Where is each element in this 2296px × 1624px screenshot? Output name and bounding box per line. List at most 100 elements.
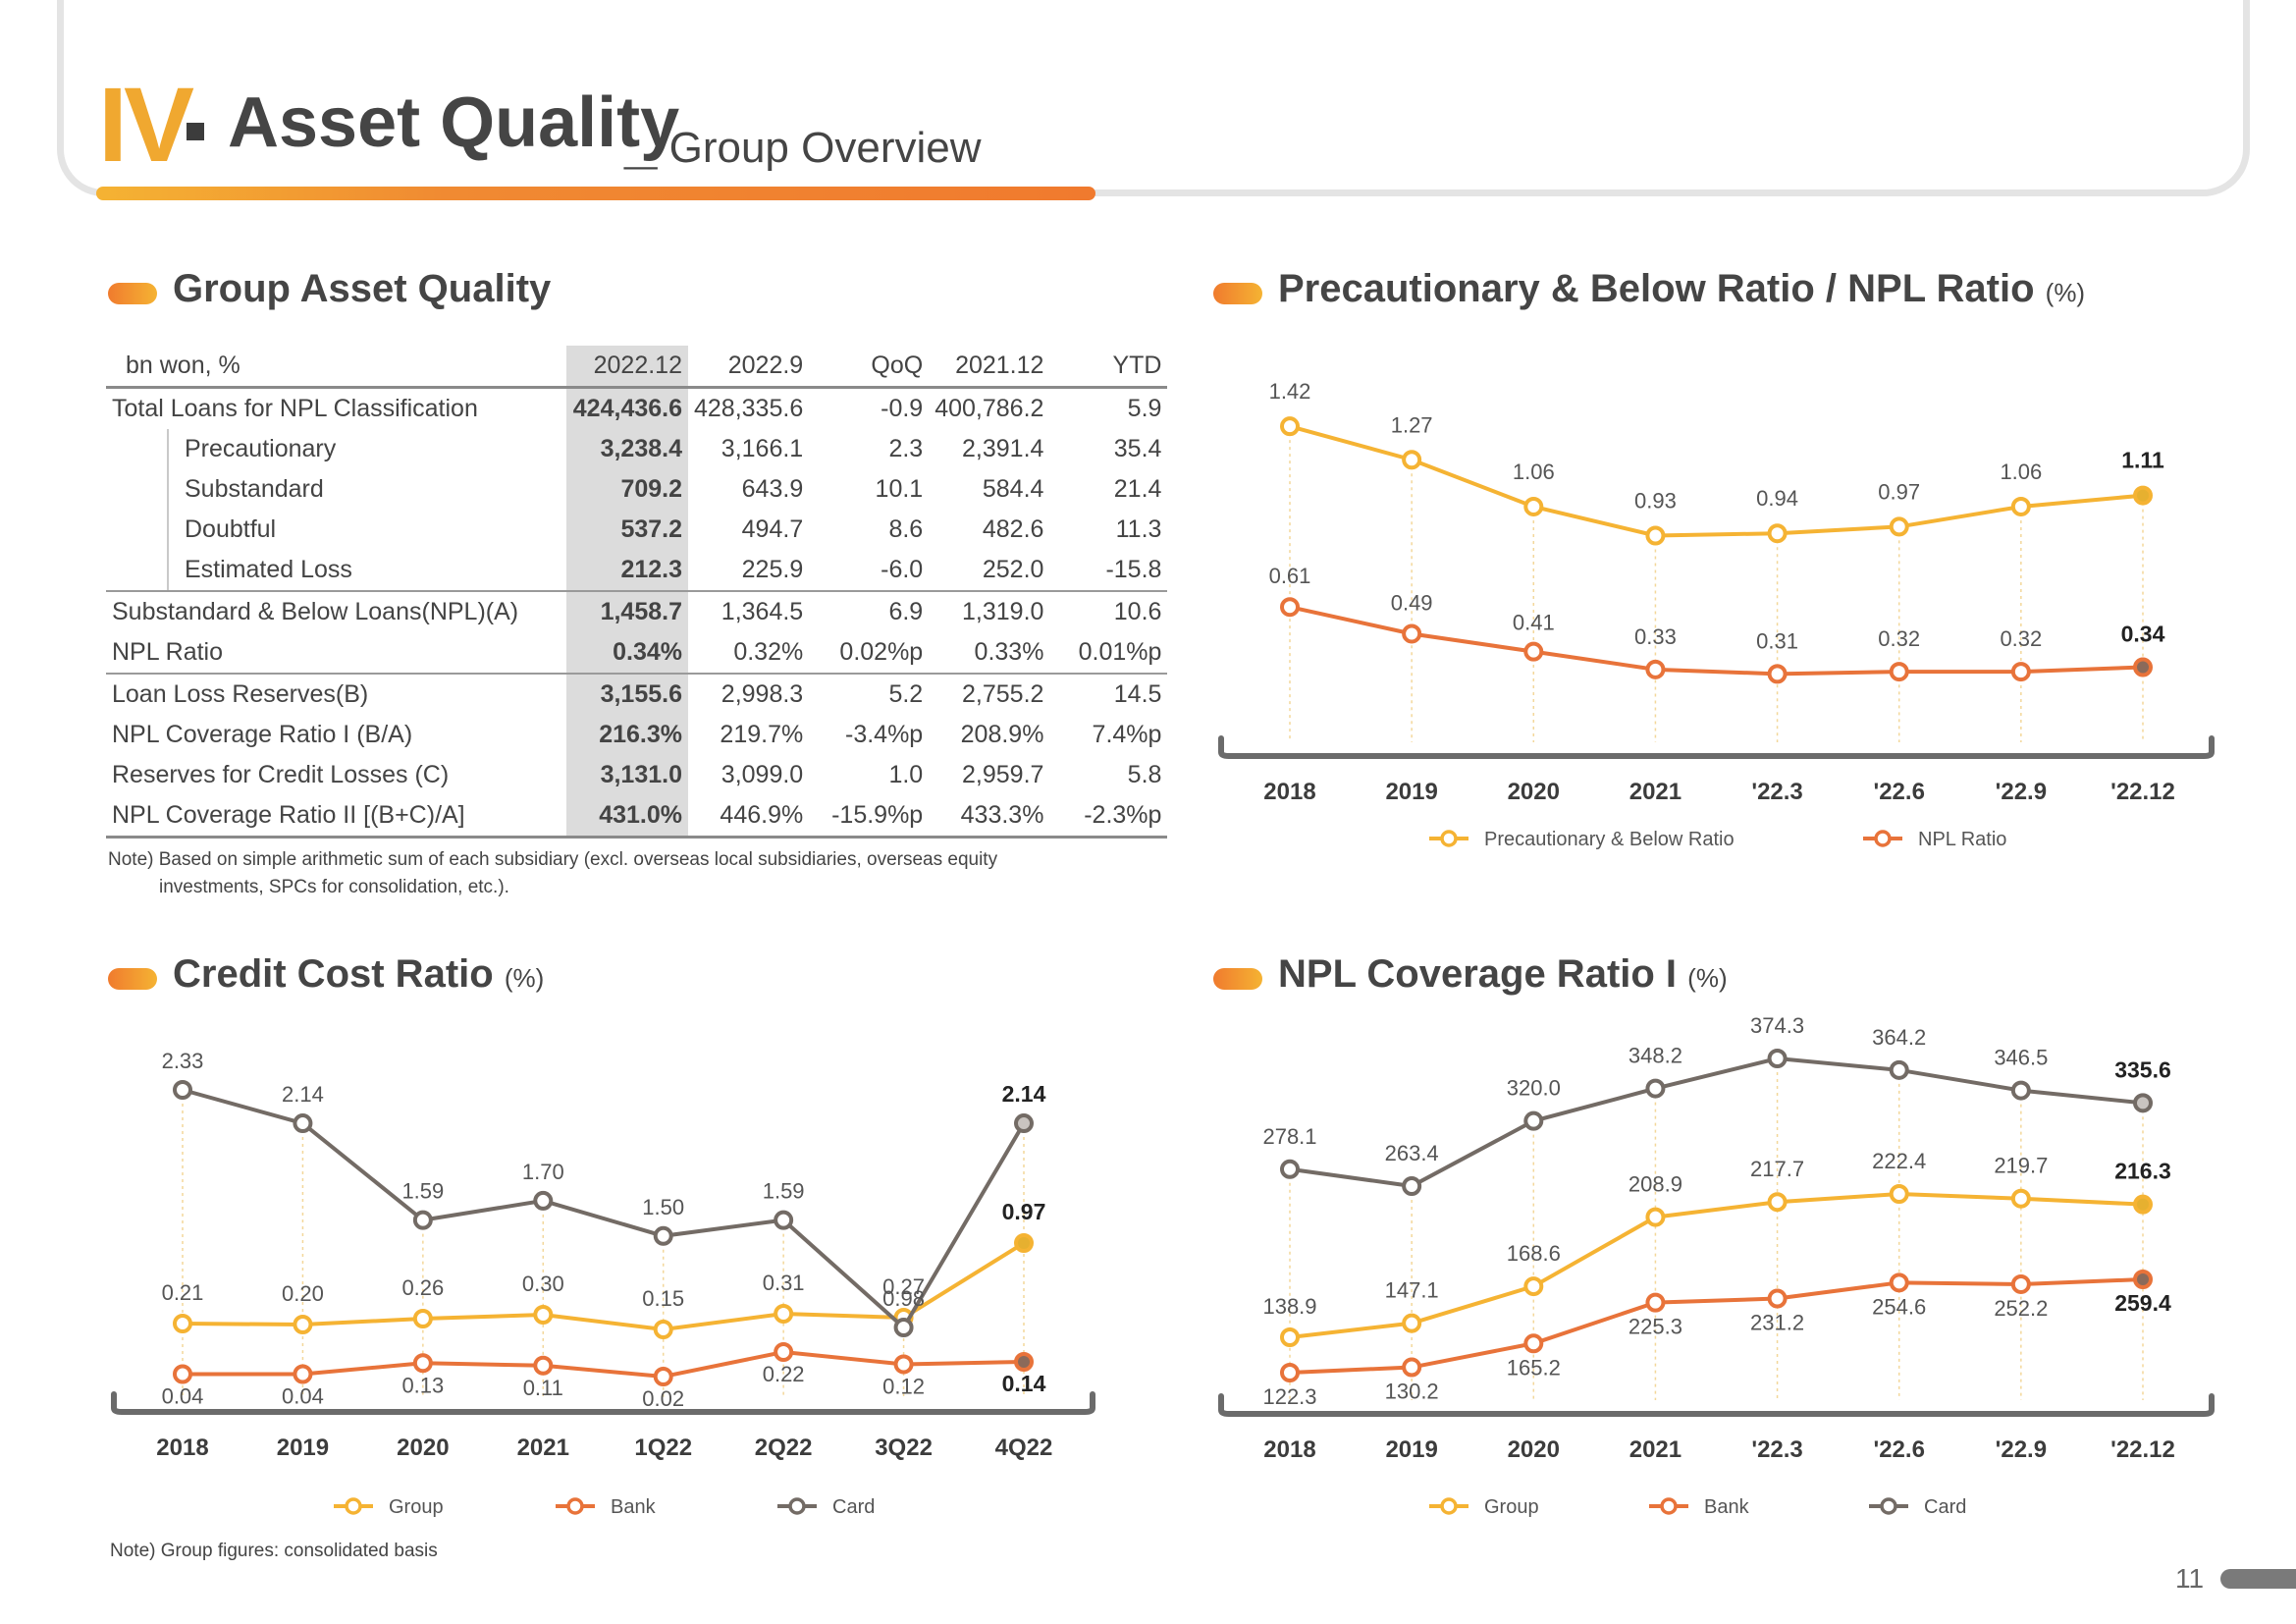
table-header-cell: 2021.12 — [929, 346, 1050, 389]
x-tick-label: 2019 — [1385, 779, 1437, 805]
legend-label: Bank — [611, 1496, 657, 1518]
data-label: 0.27 — [882, 1274, 925, 1299]
data-point — [1280, 1363, 1300, 1382]
table-cell: 11.3 — [1115, 515, 1162, 543]
data-point — [1280, 1327, 1300, 1347]
table-cell: -2.3%p — [1049, 795, 1168, 839]
data-point — [1645, 1078, 1666, 1099]
data-label: 0.21 — [162, 1280, 204, 1305]
table-cell: 3,155.6 — [566, 673, 688, 715]
x-tick-label: 2021 — [517, 1435, 569, 1461]
table-cell: 5.9 — [1127, 395, 1162, 422]
row-label: Precautionary — [106, 429, 566, 469]
data-label: 1.06 — [1513, 460, 1555, 484]
data-point — [1014, 1113, 1034, 1134]
data-point — [1767, 1049, 1788, 1068]
table-cell: -3.4%p — [845, 721, 924, 748]
table-cell: 2,998.3 — [688, 673, 810, 715]
table-cell: 400,786.2 — [934, 395, 1044, 422]
table-cell: 709.2 — [566, 469, 688, 510]
data-point — [653, 1367, 673, 1386]
x-tick-label: 2018 — [1263, 779, 1315, 805]
legend-label: Group — [389, 1496, 444, 1518]
table-cell: -0.9 — [881, 395, 924, 422]
data-point — [2010, 1080, 2031, 1101]
table-row: NPL Ratio 0.34% 0.32% 0.02%p 0.33% 0.01%p — [106, 632, 1167, 674]
section-bullet-icon — [1213, 283, 1262, 304]
data-point — [173, 1080, 192, 1100]
table-cell: 3,238.4 — [566, 429, 688, 469]
data-point — [412, 1210, 433, 1230]
data-label: 122.3 — [1262, 1384, 1316, 1409]
table-header-cell: 2022.9 — [688, 346, 810, 389]
table-cell: 584.4 — [982, 475, 1044, 503]
coverage-chart-title-text: NPL Coverage Ratio I — [1278, 952, 1678, 996]
coverage-chart-unit: (%) — [1687, 963, 1728, 993]
table-cell: 35.4 — [1113, 435, 1162, 462]
data-label: 0.94 — [1756, 486, 1798, 511]
row-label: Doubtful — [106, 510, 566, 550]
data-label: 0.13 — [401, 1373, 444, 1397]
series-line-group — [1289, 1191, 2144, 1339]
x-tick-label: '22.3 — [1751, 1436, 1802, 1463]
data-label: 348.2 — [1629, 1044, 1682, 1068]
row-label: NPL Coverage Ratio I (B/A) — [112, 721, 413, 748]
x-tick-label: 2018 — [156, 1435, 208, 1461]
data-label: 0.20 — [282, 1281, 324, 1306]
x-tick-label: '22.9 — [1996, 779, 2047, 805]
x-axis-bracket — [1218, 735, 2215, 759]
data-point — [173, 1314, 192, 1333]
data-point — [2010, 1273, 2031, 1294]
data-label: 1.11 — [2121, 448, 2164, 473]
table-row: Substandard 709.2 643.9 10.1 584.4 21.4 — [106, 469, 1167, 510]
data-label: 0.22 — [763, 1362, 805, 1386]
table-cell: 0.32% — [733, 638, 804, 666]
data-label: 0.26 — [401, 1275, 444, 1300]
data-point — [653, 1225, 673, 1246]
data-label: 0.34 — [2121, 622, 2165, 647]
coverage-chart-title: NPL Coverage Ratio I (%) — [1278, 952, 1728, 997]
table-header-cell: QoQ — [809, 346, 930, 389]
table-header-cell: bn won, % — [106, 346, 566, 389]
data-label: 138.9 — [1262, 1294, 1316, 1319]
data-point — [774, 1304, 794, 1324]
data-label: 1.59 — [763, 1179, 805, 1204]
data-label: 0.30 — [522, 1272, 564, 1296]
table-cell: 3,166.1 — [721, 435, 804, 462]
data-point — [1889, 516, 1909, 537]
table-cell: 1.0 — [888, 761, 924, 788]
series-line-precautionary-below-ratio — [1289, 424, 2144, 538]
legend-label: Card — [1924, 1496, 1966, 1518]
data-point — [1767, 523, 1788, 544]
data-label: 0.12 — [882, 1375, 925, 1399]
data-point — [1523, 1276, 1544, 1297]
data-point — [1645, 1207, 1666, 1227]
data-point — [412, 1309, 433, 1328]
data-label: 0.31 — [763, 1271, 805, 1295]
x-tick-label: 1Q22 — [634, 1435, 692, 1461]
section-number: IV — [98, 65, 194, 184]
x-tick-label: '22.6 — [1874, 1436, 1925, 1463]
table-header-cell: 2022.12 — [566, 346, 688, 389]
bottom-note: Note) Group figures: consolidated basis — [110, 1541, 438, 1561]
data-label: 335.6 — [2114, 1056, 2171, 1082]
row-label: Substandard & Below Loans(NPL)(A) — [106, 590, 566, 632]
table-cell: -6.0 — [881, 556, 924, 583]
table-cell: -15.9%p — [809, 795, 930, 839]
table-row: Total Loans for NPL Classification 424,43… — [106, 387, 1167, 429]
data-point — [1523, 1110, 1544, 1131]
table-cell: 1,458.7 — [566, 590, 688, 632]
row-label: NPL Coverage Ratio II [(B+C)/A] — [106, 795, 566, 839]
row-label: NPL Ratio — [112, 638, 224, 666]
precautionary-chart-unit: (%) — [2045, 278, 2086, 307]
row-label: Estimated Loss — [106, 550, 566, 591]
table-cell: 0.01%p — [1078, 638, 1162, 666]
x-tick-label: 2020 — [1508, 1436, 1560, 1463]
page-title-text: Asset Quality — [228, 83, 680, 162]
data-point — [2133, 1270, 2153, 1289]
section-bullet-icon — [1213, 968, 1262, 990]
table-cell: 643.9 — [741, 475, 804, 503]
x-tick-label: 2019 — [1385, 1436, 1437, 1463]
data-label: 2.14 — [1002, 1081, 1046, 1107]
data-label: 1.59 — [401, 1179, 444, 1204]
